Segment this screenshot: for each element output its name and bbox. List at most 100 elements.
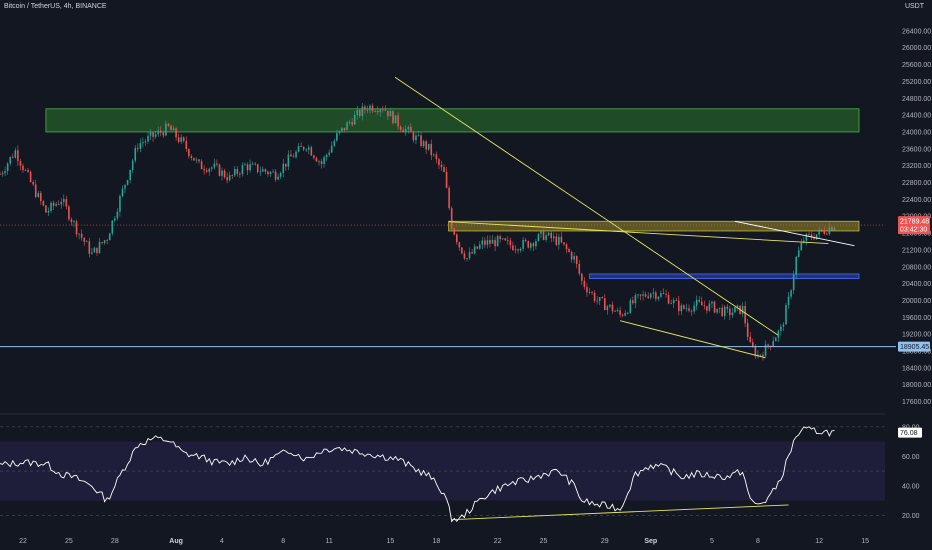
candle-body [147,135,149,142]
candle-body [435,154,438,160]
candle-body [392,111,394,124]
candle-body [473,246,476,254]
candle-body [269,171,272,175]
candle-body [670,303,672,304]
candle-body [407,127,410,130]
candle-body [438,159,440,165]
candle-body [190,156,193,158]
candle-body [550,232,553,239]
candle-body [259,171,262,173]
candle-body [711,301,713,304]
candle-body [131,160,134,170]
candle-body [19,161,22,166]
candle-body [639,294,642,296]
date-tick-label: 22 [494,538,502,545]
candle-body [149,132,152,136]
date-tick-label: 8 [281,538,285,545]
candle-body [310,147,313,156]
trendline-2 [448,221,829,245]
candle-body [279,172,282,177]
candle-body [417,135,420,137]
candle-body [29,171,32,182]
candle-body [241,165,244,174]
candle-body [448,187,450,209]
candle-body [356,110,359,116]
candle-body [672,299,675,304]
candle-body [481,240,484,245]
countdown-value: 03:42:30 [900,227,927,234]
candle-body [193,157,195,161]
candle-body [823,230,826,234]
candle-body [292,156,295,158]
candle-body [45,205,47,213]
candle-body [752,342,754,347]
candle-body [203,169,205,171]
candle-body [736,305,739,308]
date-tick-label: 29 [601,538,609,545]
candle-body [491,239,494,244]
candle-body [688,308,690,311]
candle-body [126,180,129,185]
candle-body [780,326,782,331]
candle-body [458,242,461,248]
candle-body [586,286,588,293]
candle-body [211,167,213,169]
candle-body [558,236,560,245]
candle-body [808,233,810,235]
candle-body [165,123,167,136]
candle-body [223,170,226,178]
candle-body [450,208,453,229]
candle-body [803,240,805,243]
date-tick-label: Aug [169,538,183,545]
price-tick-label: 25200.00 [902,79,931,86]
candle-body [519,248,522,251]
candle-body [200,161,203,170]
candle-body [231,175,234,176]
candle-body [124,184,126,189]
candle-body [343,127,346,131]
candle-body [142,142,144,144]
candle-body [777,330,780,338]
candle-body [208,168,211,172]
candle-body [782,324,785,327]
candle-body [790,290,792,297]
trendlines-layer [0,76,896,359]
mid-zone [589,273,860,279]
candle-body [353,115,356,125]
candle-body [805,233,808,241]
zones-layer [45,108,860,279]
candle-body [170,125,172,131]
candle-body [468,252,471,259]
candle-body [660,293,662,297]
candle-body [772,341,775,347]
price-tick-label: 17600.00 [902,399,931,406]
candle-body [415,135,417,141]
resistance-zone [45,108,860,133]
candle-body [351,122,353,125]
candle-body [675,299,678,301]
candle-body [494,239,496,247]
candle-body [295,151,297,158]
candle-body [389,111,392,117]
candle-body [619,310,621,315]
candle-body [581,273,583,281]
candle-body [239,173,241,175]
candle-body [706,306,708,311]
candle-body [27,170,29,172]
date-tick-label: 25 [65,538,73,545]
candle-body [80,233,83,238]
candle-body [371,105,374,112]
candle-body [746,323,749,337]
candle-body [139,143,142,149]
candle-body [828,227,831,235]
candle-body [119,196,121,212]
candle-body [596,300,598,302]
candle-body [320,161,323,164]
candle-body [302,146,305,150]
candle-body [522,239,524,249]
price-tick-label: 19600.00 [902,315,931,322]
candle-body [606,306,609,310]
candle-body [78,233,80,235]
candle-body [134,147,137,161]
